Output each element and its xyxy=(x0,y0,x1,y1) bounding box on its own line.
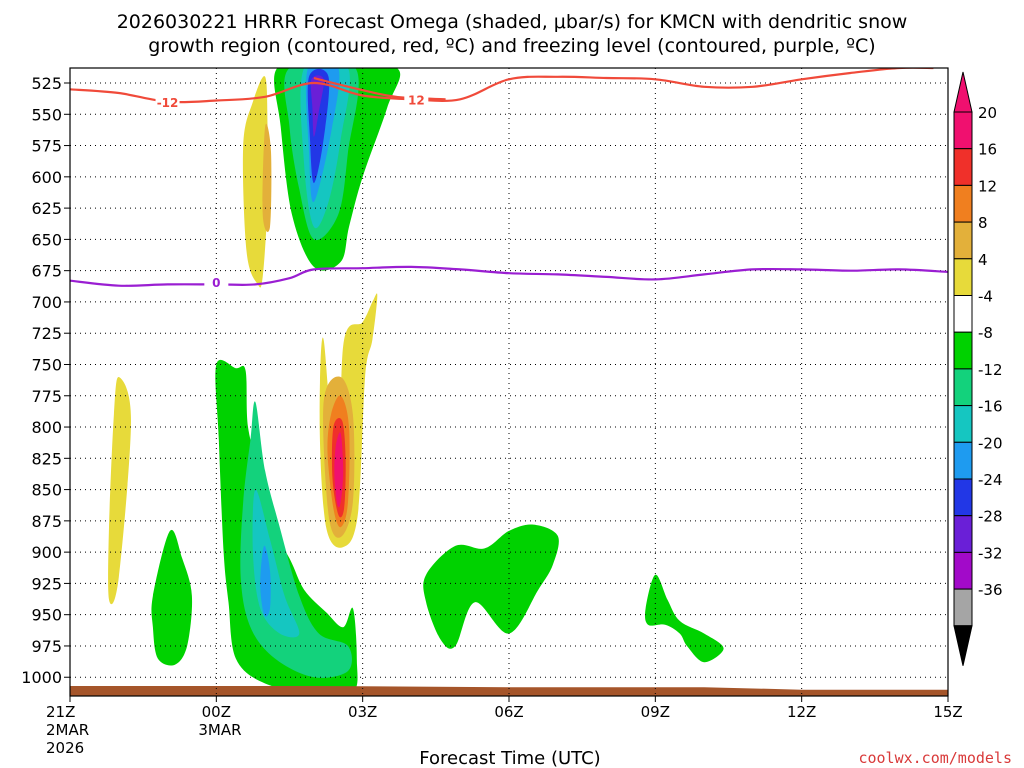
x-tick-year-0: 2026 xyxy=(46,739,84,757)
colorbar-label-10: -24 xyxy=(978,471,1003,489)
colorbar-band-13 xyxy=(953,588,973,627)
y-tick-label-625: 625 xyxy=(31,199,62,218)
x-tick-label-3: 06Z xyxy=(494,703,523,721)
colorbar-band-4 xyxy=(953,258,973,296)
colorbar-label-0: 20 xyxy=(978,104,997,122)
colorbar-band-5 xyxy=(953,295,973,333)
y-tick-label-675: 675 xyxy=(31,262,62,281)
colorbar-band-1 xyxy=(953,148,973,186)
y-tick-label-775: 775 xyxy=(31,387,62,406)
x-tick-date-1: 3MAR xyxy=(198,721,241,739)
colorbar-label-9: -20 xyxy=(978,434,1003,452)
colorbar-band-2 xyxy=(953,184,973,223)
y-tick-label-1000: 1000 xyxy=(21,668,62,687)
y-tick-label-800: 800 xyxy=(31,418,62,437)
colorbar-band-9 xyxy=(953,441,973,480)
y-tick-label-725: 725 xyxy=(31,324,62,343)
colorbar-band-0 xyxy=(953,111,973,150)
y-tick-label-900: 900 xyxy=(31,543,62,562)
colorbar-band-12 xyxy=(953,551,973,590)
terrain-fill xyxy=(70,686,948,696)
y-axis-tick-labels: 525 550 575 600 625 650 675 700 725 750 775 800 825 8… xyxy=(21,74,70,687)
x-axis-label: Forecast Time (UTC) xyxy=(419,748,600,768)
plot-inner: -12 12 0 xyxy=(70,68,948,696)
omega-region-1 xyxy=(262,123,272,232)
colorbar-label-13: -36 xyxy=(978,581,1003,599)
colorbar-label-8: -16 xyxy=(978,398,1003,416)
colorbar-label-11: -28 xyxy=(978,508,1003,526)
x-tick-label-0: 21Z xyxy=(46,703,75,721)
y-tick-label-925: 925 xyxy=(31,574,62,593)
x-tick-label-2: 03Z xyxy=(348,703,377,721)
omega-region-13 xyxy=(108,376,131,605)
y-tick-label-950: 950 xyxy=(31,606,62,625)
colorbar-band-6 xyxy=(953,331,973,370)
y-tick-label-750: 750 xyxy=(31,355,62,374)
colorbar-label-6: -8 xyxy=(978,324,993,342)
contour-line-0 xyxy=(70,68,934,104)
plot-area: -12 12 0 xyxy=(69,67,949,697)
x-tick-label-5: 12Z xyxy=(787,703,816,721)
colorbar-band-8 xyxy=(953,405,973,443)
colorbar: 20 16 12 8 4 -4 -8 -12 -16 -20 -24 -28 -32 -36 xyxy=(953,71,1003,666)
colorbar-band-11 xyxy=(953,515,973,553)
contour-label-bg-1 xyxy=(404,92,429,107)
colorbar-label-12: -32 xyxy=(978,544,1003,562)
x-tick-label-1: 00Z xyxy=(202,703,231,721)
omega-region-17 xyxy=(260,545,271,617)
colorbar-label-1: 16 xyxy=(978,141,997,159)
omega-region-20 xyxy=(644,574,724,663)
omega-region-7 xyxy=(310,75,324,137)
credit-text: coolwx.com/models xyxy=(858,749,1012,767)
y-tick-label-575: 575 xyxy=(31,137,62,156)
colorbar-top-arrow xyxy=(953,71,973,113)
y-tick-label-875: 875 xyxy=(31,512,62,531)
contour-label-0: -12 xyxy=(157,96,179,110)
colorbar-label-7: -12 xyxy=(978,361,1003,379)
y-tick-label-525: 525 xyxy=(31,74,62,93)
omega-region-18 xyxy=(151,529,193,666)
y-tick-label-700: 700 xyxy=(31,293,62,312)
omega-region-12 xyxy=(334,432,344,508)
chart-title-line-2: growth region (contoured, red, ºC) and f… xyxy=(148,35,875,57)
colorbar-band-7 xyxy=(953,368,973,407)
colorbar-band-3 xyxy=(953,221,973,260)
x-tick-date-0: 2MAR xyxy=(46,721,89,739)
contour-label-2: 0 xyxy=(212,276,220,290)
contour-label-bg-2 xyxy=(204,275,229,290)
y-tick-label-650: 650 xyxy=(31,230,62,249)
contour-label-bg-0 xyxy=(155,95,180,110)
y-tick-label-975: 975 xyxy=(31,637,62,656)
omega-region-0 xyxy=(242,76,269,288)
y-tick-label-850: 850 xyxy=(31,481,62,500)
x-tick-label-4: 09Z xyxy=(641,703,670,721)
colorbar-label-3: 8 xyxy=(978,214,988,232)
chart-title-line-1: 2026030221 HRRR Forecast Omega (shaded, … xyxy=(117,11,908,33)
colorbar-bottom-arrow xyxy=(953,625,973,666)
colorbar-label-2: 12 xyxy=(978,177,997,195)
y-tick-label-825: 825 xyxy=(31,449,62,468)
colorbar-band-10 xyxy=(953,478,973,517)
y-tick-label-550: 550 xyxy=(31,105,62,124)
omega-region-19 xyxy=(423,524,559,649)
colorbar-label-5: -4 xyxy=(978,288,993,306)
y-tick-label-600: 600 xyxy=(31,168,62,187)
x-tick-label-6: 15Z xyxy=(933,703,962,721)
colorbar-label-4: 4 xyxy=(978,251,988,269)
contour-label-1: 12 xyxy=(408,94,425,108)
